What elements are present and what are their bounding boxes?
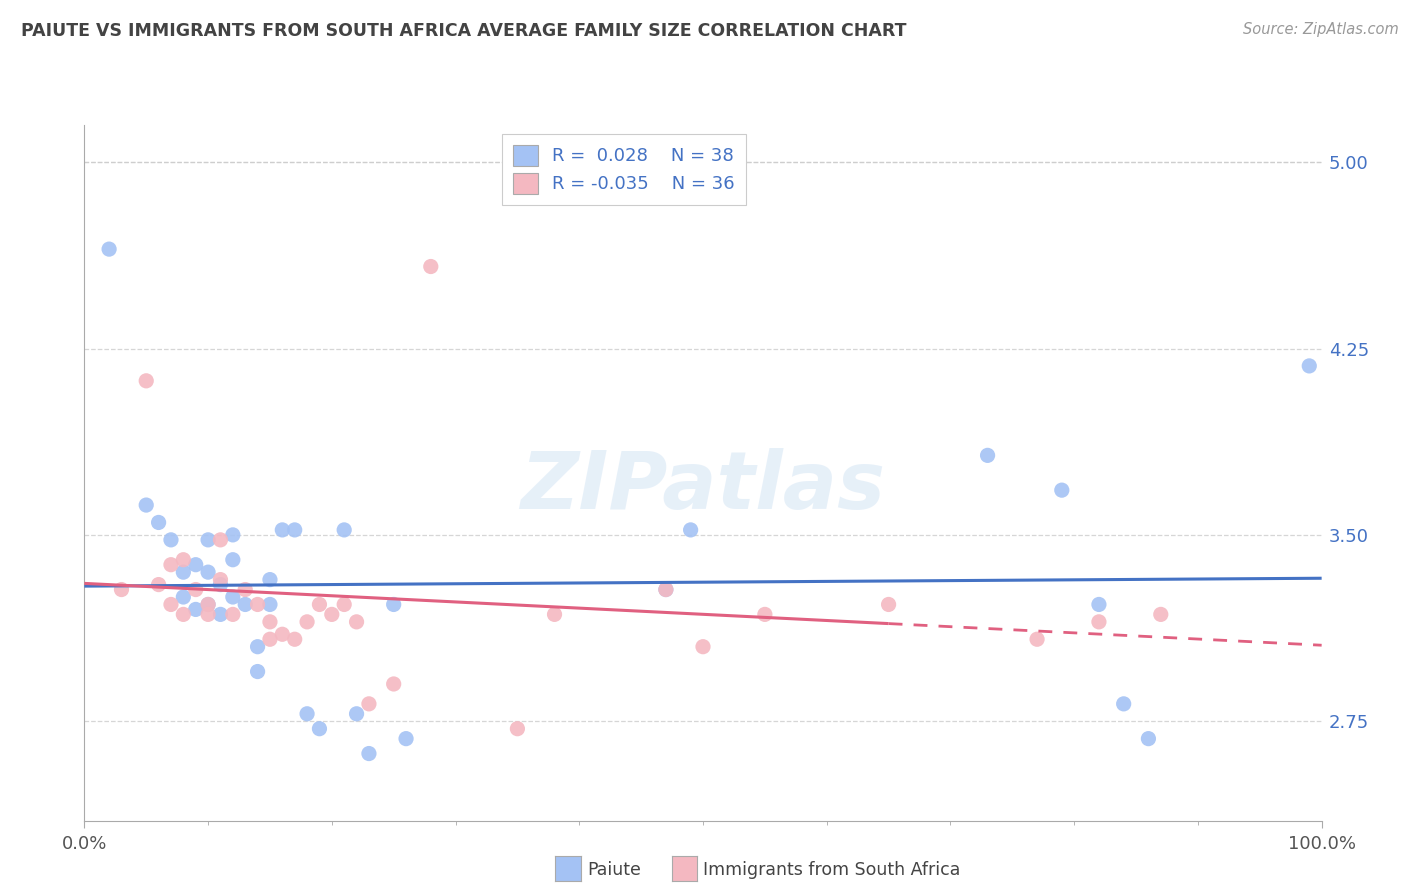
Point (877, 598, 900, 612)
Point (184, 602, 207, 616)
Point (259, 632, 281, 647)
Point (1298, 359, 1320, 373)
Point (172, 607, 194, 622)
Point (357, 747, 380, 761)
Point (197, 598, 219, 612)
Point (655, 582, 678, 597)
Point (382, 598, 405, 612)
Text: Source: ZipAtlas.com: Source: ZipAtlas.com (1243, 22, 1399, 37)
Point (172, 590, 194, 604)
Point (284, 632, 307, 647)
Point (1088, 615, 1111, 629)
Point (98, 242, 121, 256)
Point (1026, 632, 1049, 647)
Point (222, 552, 245, 567)
Point (976, 449, 998, 463)
Point (184, 558, 207, 572)
Text: Paiute: Paiute (588, 861, 641, 879)
Point (209, 607, 232, 622)
Point (333, 598, 356, 612)
Point (382, 677, 405, 691)
Point (160, 533, 183, 547)
Point (692, 640, 714, 654)
Point (506, 722, 529, 736)
Point (259, 598, 281, 612)
Text: PAIUTE VS IMMIGRANTS FROM SOUTH AFRICA AVERAGE FAMILY SIZE CORRELATION CHART: PAIUTE VS IMMIGRANTS FROM SOUTH AFRICA A… (21, 22, 907, 40)
Point (172, 552, 194, 567)
Point (679, 523, 702, 537)
Point (271, 523, 294, 537)
Point (197, 565, 219, 579)
Point (295, 706, 318, 721)
Point (271, 627, 294, 641)
Point (246, 640, 269, 654)
Point (259, 615, 281, 629)
Point (135, 498, 157, 512)
Point (1150, 607, 1173, 622)
Point (1050, 483, 1073, 498)
Point (1112, 697, 1135, 711)
Point (110, 582, 132, 597)
Point (357, 697, 380, 711)
Text: Immigrants from South Africa: Immigrants from South Africa (703, 861, 960, 879)
Point (160, 558, 183, 572)
Point (395, 731, 418, 746)
Point (259, 573, 281, 587)
Point (222, 590, 245, 604)
Text: ZIPatlas: ZIPatlas (520, 448, 886, 525)
Point (197, 533, 219, 547)
Point (543, 607, 565, 622)
Point (308, 722, 330, 736)
Legend: R =  0.028    N = 38, R = -0.035    N = 36: R = 0.028 N = 38, R = -0.035 N = 36 (502, 134, 745, 204)
Point (655, 582, 678, 597)
Point (346, 706, 368, 721)
Point (197, 607, 219, 622)
Point (209, 573, 232, 587)
Point (172, 565, 194, 579)
Point (148, 516, 170, 530)
Point (284, 523, 307, 537)
Point (295, 615, 318, 629)
Point (148, 577, 170, 591)
Point (246, 598, 269, 612)
Point (1137, 731, 1160, 746)
Point (160, 598, 183, 612)
Point (308, 598, 330, 612)
Point (209, 577, 232, 591)
Point (1088, 598, 1111, 612)
Point (246, 665, 269, 679)
Point (222, 607, 245, 622)
Point (346, 615, 368, 629)
Point (321, 607, 343, 622)
Point (754, 607, 776, 622)
Point (184, 582, 207, 597)
Point (419, 260, 441, 274)
Point (135, 374, 157, 388)
Point (222, 528, 245, 542)
Point (333, 523, 356, 537)
Point (233, 598, 256, 612)
Point (197, 598, 219, 612)
Point (209, 533, 232, 547)
Point (233, 582, 256, 597)
